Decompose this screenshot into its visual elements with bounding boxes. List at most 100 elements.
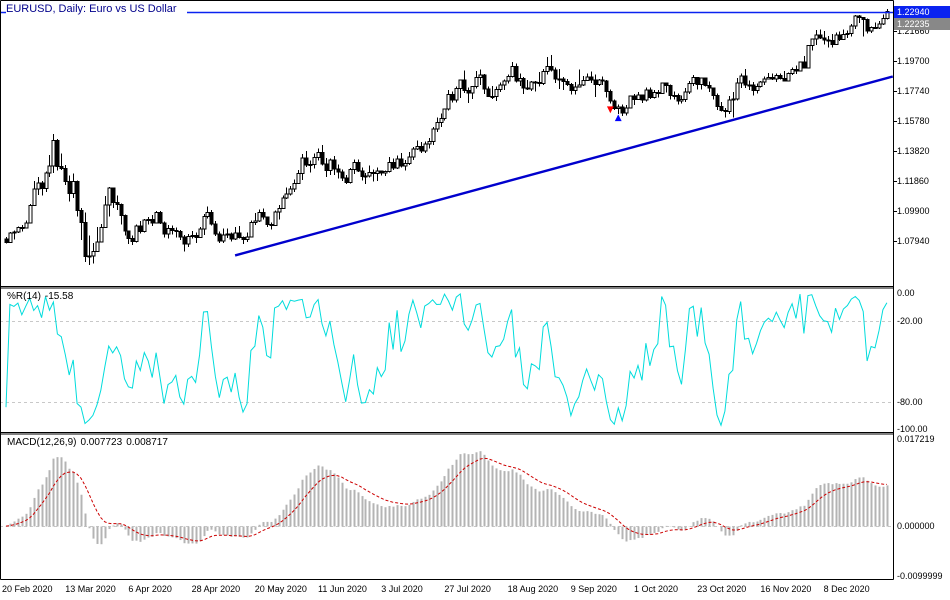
- candle-body: [245, 236, 250, 240]
- candle-body: [344, 177, 349, 183]
- candle-body: [28, 205, 33, 224]
- candle-body: [608, 91, 613, 102]
- candle-body: [664, 82, 669, 86]
- price-chart-panel[interactable]: [0, 9, 894, 266]
- candle-body: [668, 84, 673, 97]
- date-label: 3 Jul 2020: [381, 584, 423, 594]
- candle-body: [672, 94, 677, 97]
- candle-body: [142, 219, 147, 232]
- candle-body: [462, 79, 467, 92]
- candle-body: [336, 168, 341, 173]
- candle-body: [138, 225, 143, 232]
- price-tick-label: 1.07940: [897, 236, 930, 247]
- candle-body: [466, 90, 471, 94]
- wr-name: %R(14): [7, 291, 41, 302]
- macd-tick-label: 0.000000: [897, 521, 935, 532]
- candle-body: [470, 86, 475, 94]
- candle-body: [830, 39, 835, 45]
- candle-body: [826, 39, 831, 42]
- candle-body: [292, 182, 297, 190]
- candle-body: [419, 146, 424, 152]
- macd-name: MACD(12,26,9): [7, 437, 77, 448]
- candle-body: [415, 146, 420, 150]
- candle-body: [40, 182, 45, 190]
- candle-body: [395, 158, 400, 169]
- candle-body: [379, 170, 384, 174]
- candle-body: [261, 212, 266, 218]
- candle-body: [711, 87, 716, 96]
- candle-body: [16, 227, 21, 233]
- candle-body: [845, 32, 850, 36]
- candle-body: [739, 75, 744, 84]
- price-tick-label: 1.13820: [897, 146, 930, 157]
- candle-body: [47, 165, 52, 174]
- candle-body: [367, 172, 372, 177]
- candle-body: [166, 228, 171, 235]
- candle-body: [24, 222, 29, 229]
- candle-body: [857, 15, 862, 19]
- candle-body: [332, 159, 337, 170]
- candle-body: [328, 159, 333, 171]
- candle-body: [616, 106, 621, 109]
- candle-body: [154, 211, 159, 224]
- candle-body: [304, 157, 309, 166]
- candle-body: [557, 78, 562, 81]
- date-label: 20 Feb 2020: [2, 584, 53, 594]
- candle-body: [865, 19, 870, 32]
- trendline[interactable]: [234, 75, 894, 257]
- candle-body: [565, 80, 570, 86]
- candle-body: [818, 34, 823, 39]
- candle-body: [648, 89, 653, 98]
- candle-body: [182, 236, 187, 245]
- candle-body: [541, 70, 546, 85]
- candle-body: [620, 106, 625, 114]
- candle-body: [375, 170, 380, 175]
- candle-body: [758, 81, 763, 88]
- candle-body: [545, 65, 550, 72]
- candle-body: [853, 15, 858, 27]
- wr-tick-label: -20.00: [897, 315, 923, 326]
- candle-body: [194, 235, 199, 238]
- candle-body: [95, 241, 100, 253]
- ask-price-box: 1.22940: [894, 5, 950, 18]
- candle-body: [656, 92, 661, 95]
- date-label: 6 Apr 2020: [128, 584, 172, 594]
- candle-body: [111, 187, 116, 203]
- candle-body: [474, 77, 479, 88]
- date-label: 9 Sep 2020: [570, 584, 617, 594]
- candle-body: [814, 34, 819, 40]
- candle-body: [561, 78, 566, 82]
- candle-body: [134, 225, 139, 242]
- candle-body: [190, 235, 195, 238]
- candle-body: [411, 148, 416, 158]
- candle-body: [719, 105, 724, 112]
- candle-body: [103, 204, 108, 229]
- candle-body: [435, 121, 440, 130]
- candle-body: [316, 151, 321, 158]
- wr-tick-label: -80.00: [897, 397, 923, 408]
- candle-body: [150, 218, 155, 224]
- candle-body: [593, 79, 598, 86]
- candle-body: [225, 233, 230, 236]
- candle-body: [233, 232, 238, 240]
- candle-body: [533, 81, 538, 84]
- candle-body: [715, 94, 720, 107]
- candle-body: [340, 171, 345, 179]
- wr-indicator-panel[interactable]: [0, 292, 893, 427]
- candle-body: [699, 77, 704, 85]
- candle-body: [751, 84, 756, 91]
- sell-arrow-marker[interactable]: [606, 106, 614, 114]
- candle-body: [569, 84, 574, 92]
- candle-body: [387, 162, 392, 173]
- macd-indicator-panel[interactable]: [0, 451, 893, 545]
- candle-body: [107, 187, 112, 206]
- candle-body: [32, 188, 37, 207]
- macd-tick-label: 0.017219: [897, 434, 935, 445]
- candle-body: [12, 231, 17, 234]
- candle-body: [217, 233, 222, 242]
- candle-body: [423, 143, 428, 152]
- candle-body: [490, 95, 495, 98]
- buy-arrow-marker[interactable]: [614, 114, 622, 122]
- date-label: 1 Oct 2020: [634, 584, 679, 594]
